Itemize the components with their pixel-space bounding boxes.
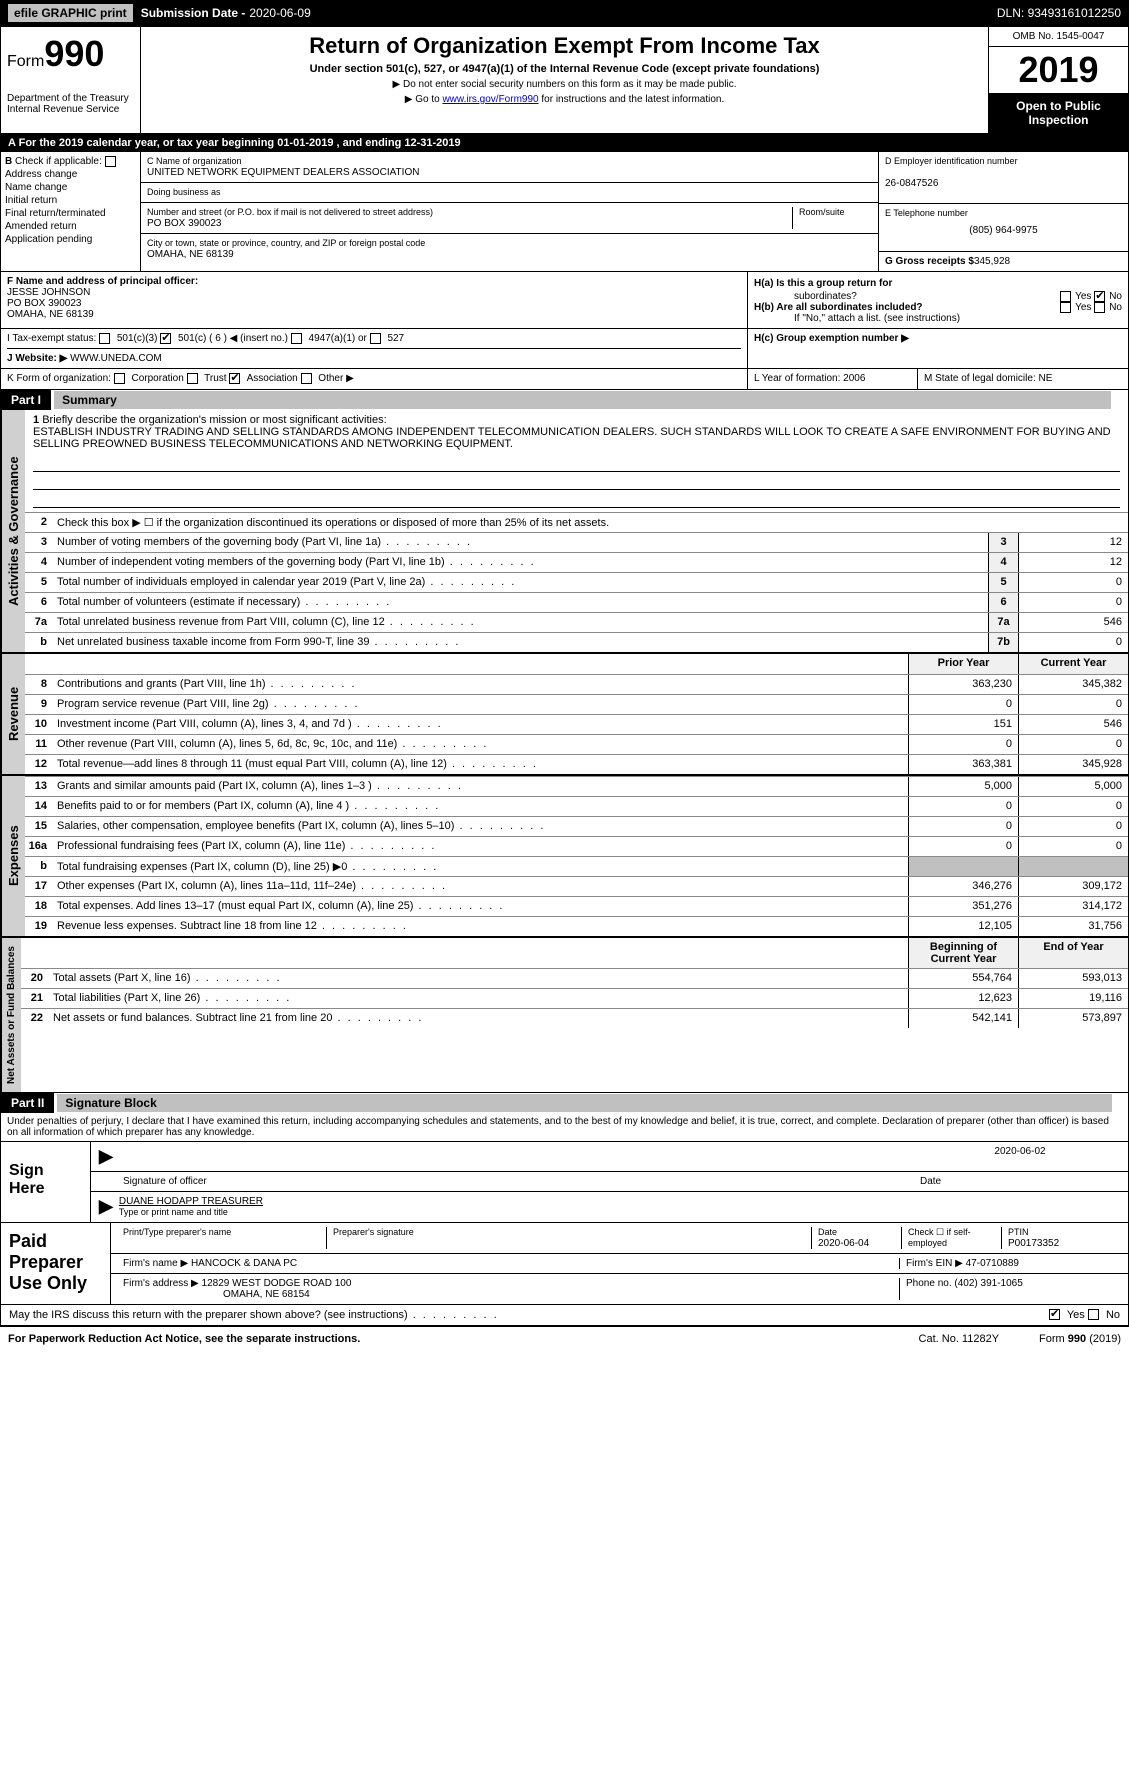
submission-date: 2020-06-09 [249,6,310,20]
tax-year: 2019 [989,47,1128,93]
col-d: D Employer identification number 26-0847… [878,152,1128,271]
mission-text: ESTABLISH INDUSTRY TRADING AND SELLING S… [33,426,1111,450]
org-name: UNITED NETWORK EQUIPMENT DEALERS ASSOCIA… [147,167,419,178]
row-k: K Form of organization: Corporation Trus… [0,369,1129,389]
sign-block: Sign Here ▶ 2020-06-02 Signature of offi… [0,1142,1129,1223]
org-address: PO BOX 390023 [147,218,222,229]
summary-line: bNet unrelated business taxable income f… [25,632,1128,652]
section-net: Net Assets or Fund Balances [1,938,21,1092]
top-bar: efile GRAPHIC print Submission Date - 20… [0,0,1129,26]
summary-line: 5Total number of individuals employed in… [25,572,1128,592]
part2-tab: Part II [1,1093,54,1113]
part2: Part II Signature Block Under penalties … [0,1093,1129,1142]
summary-line: 10Investment income (Part VIII, column (… [25,714,1128,734]
period-bar: A For the 2019 calendar year, or tax yea… [0,134,1129,152]
applicable-checkbox: Amended return [5,221,136,232]
form-title: Return of Organization Exempt From Incom… [147,33,982,59]
form-header: Form990 Department of the Treasury Inter… [0,26,1129,134]
form-ref: Form 990 (2019) [1039,1333,1121,1345]
col-c: C Name of organization UNITED NETWORK EQ… [141,152,878,271]
sign-here-label: Sign Here [1,1142,91,1222]
form-subtitle: Under section 501(c), 527, or 4947(a)(1)… [147,63,982,75]
discuss-row: May the IRS discuss this return with the… [0,1305,1129,1326]
submission-label: Submission Date - [141,6,246,20]
summary-line: 17Other expenses (Part IX, column (A), l… [25,876,1128,896]
perjury-declaration: Under penalties of perjury, I declare th… [1,1113,1128,1141]
applicable-checkbox: Address change [5,169,136,180]
efile-badge: efile GRAPHIC print [8,4,133,22]
summary-line: 18Total expenses. Add lines 13–17 (must … [25,896,1128,916]
row-i-j: I Tax-exempt status: 501(c)(3) 501(c) ( … [0,329,1129,369]
dln: DLN: 93493161012250 [997,6,1121,20]
summary-line: 16aProfessional fundraising fees (Part I… [25,836,1128,856]
officer-signature-name: DUANE HODAPP TREASURER [119,1196,263,1207]
summary-line: 6Total number of volunteers (estimate if… [25,592,1128,612]
summary-line: 4Number of independent voting members of… [25,552,1128,572]
ein: 26-0847526 [885,178,938,189]
paid-preparer: Paid Preparer Use Only Print/Type prepar… [0,1223,1129,1305]
omb-number: OMB No. 1545-0047 [989,27,1128,47]
summary-line: 3Number of voting members of the governi… [25,532,1128,552]
irs-link[interactable]: www.irs.gov/Form990 [442,94,538,105]
applicable-checkbox: Name change [5,182,136,193]
summary-line: 8Contributions and grants (Part VIII, li… [25,674,1128,694]
summary-line: 9Program service revenue (Part VIII, lin… [25,694,1128,714]
section-revenue: Revenue [1,654,25,774]
applicable-checkbox: Final return/terminated [5,208,136,219]
summary-line: 11Other revenue (Part VIII, column (A), … [25,734,1128,754]
summary-line: bTotal fundraising expenses (Part IX, co… [25,856,1128,876]
summary-line: 20Total assets (Part X, line 16)554,7645… [21,968,1128,988]
pra-notice: For Paperwork Reduction Act Notice, see … [8,1333,360,1345]
summary-line: 12Total revenue—add lines 8 through 11 (… [25,754,1128,774]
officer-name: JESSE JOHNSON [7,287,90,298]
department: Department of the Treasury Internal Reve… [7,93,134,115]
form-number: Form990 [7,33,134,75]
summary-line: 14Benefits paid to or for members (Part … [25,796,1128,816]
section-governance: Activities & Governance [1,410,25,652]
col-b: B Check if applicable: Address changeNam… [1,152,141,271]
footer: For Paperwork Reduction Act Notice, see … [0,1326,1129,1351]
summary-line: 21Total liabilities (Part X, line 26)12,… [21,988,1128,1008]
open-inspection: Open to Public Inspection [989,93,1128,133]
summary-line: 15Salaries, other compensation, employee… [25,816,1128,836]
firm-name: HANCOCK & DANA PC [191,1258,297,1269]
row-f-h: F Name and address of principal officer:… [0,272,1129,329]
website: WWW.UNEDA.COM [70,353,162,364]
summary-line: 19Revenue less expenses. Subtract line 1… [25,916,1128,936]
gross-receipts: 345,928 [974,256,1010,267]
note-ssn: ▶ Do not enter social security numbers o… [147,79,982,90]
applicable-checkbox: Application pending [5,234,136,245]
org-info-row: B Check if applicable: Address changeNam… [0,152,1129,272]
part1-tab: Part I [1,390,51,410]
note-link: ▶ Go to www.irs.gov/Form990 for instruct… [147,94,982,105]
cat-no: Cat. No. 11282Y [919,1333,1000,1345]
paid-preparer-label: Paid Preparer Use Only [1,1223,111,1304]
org-city: OMAHA, NE 68139 [147,249,234,260]
summary-line: 7aTotal unrelated business revenue from … [25,612,1128,632]
applicable-checkbox: Initial return [5,195,136,206]
part1: Part I Summary Activities & Governance 1… [0,390,1129,1093]
summary-line: 22Net assets or fund balances. Subtract … [21,1008,1128,1028]
summary-line: 13Grants and similar amounts paid (Part … [25,776,1128,796]
section-expenses: Expenses [1,776,25,936]
phone: (805) 964-9975 [885,225,1122,236]
